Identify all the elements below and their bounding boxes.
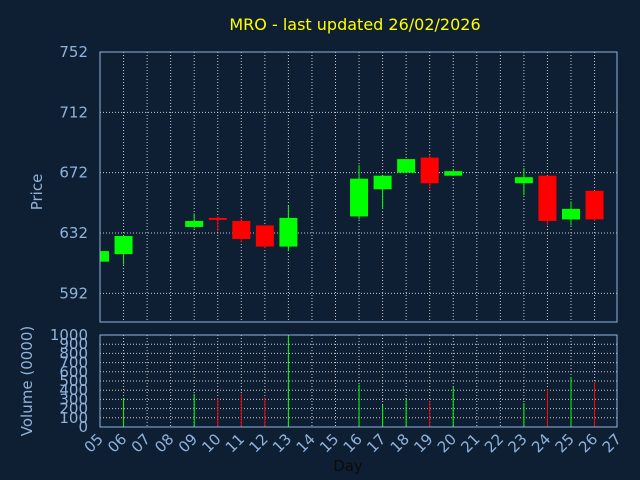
- candle-body: [420, 157, 439, 184]
- x-tick-label: 22: [481, 430, 507, 456]
- x-tick-label: 06: [104, 430, 130, 456]
- candle-26: [585, 190, 604, 221]
- candle-body: [514, 177, 533, 184]
- candle-05: [99, 251, 109, 264]
- candle-17: [373, 175, 392, 209]
- candle-body: [208, 217, 227, 220]
- candle-24: [538, 175, 557, 226]
- x-tick-label: 08: [151, 430, 177, 456]
- price-frame: [99, 51, 618, 323]
- x-tick-label: 18: [387, 430, 413, 456]
- x-axis-label: Day: [333, 457, 363, 475]
- x-tick-label: 07: [128, 430, 154, 456]
- volume-tick-label: 500: [59, 372, 88, 390]
- price-candles: [99, 154, 604, 265]
- volume-tick-label: 0: [78, 418, 88, 436]
- x-tick-label: 23: [504, 430, 530, 456]
- candle-23: [514, 168, 533, 196]
- x-tick-label: 11: [222, 430, 248, 456]
- candle-body: [585, 190, 604, 220]
- candle-25: [562, 201, 580, 226]
- x-tick-label: 25: [552, 430, 578, 456]
- candle-10: [208, 216, 227, 232]
- candle-body: [232, 220, 251, 240]
- x-tick-label: 17: [363, 430, 389, 456]
- candle-06: [114, 236, 133, 265]
- x-tick-label: 12: [245, 430, 271, 456]
- volume-axis-label: Volume (0000): [18, 326, 36, 436]
- price-tick-label: 592: [59, 284, 88, 302]
- price-tick-label: 672: [59, 164, 88, 182]
- x-axis-ticks: 0506070809101112131415161718192021222324…: [81, 430, 625, 456]
- candle-20: [444, 169, 463, 176]
- x-tick-label: 13: [269, 430, 295, 456]
- x-tick-label: 16: [340, 430, 366, 456]
- volume-tick-label: 800: [59, 344, 88, 362]
- candle-body: [538, 175, 557, 221]
- candle-body: [114, 236, 133, 255]
- price-tick-label: 712: [59, 103, 88, 121]
- chart-title: MRO - last updated 26/02/2026: [229, 15, 480, 34]
- x-tick-label: 20: [434, 430, 460, 456]
- candle-body: [255, 225, 274, 247]
- candle-body: [100, 251, 109, 262]
- candle-09: [185, 213, 204, 229]
- x-tick-label: 24: [528, 430, 554, 456]
- candle-16: [350, 165, 369, 220]
- volume-tick-label: 1000: [50, 326, 88, 344]
- price-y-ticks: 592 632 672 712 752: [59, 43, 88, 302]
- x-tick-label: 15: [316, 430, 342, 456]
- candle-body: [350, 178, 369, 217]
- volume-tick-label: 400: [59, 381, 88, 399]
- x-tick-label: 19: [410, 430, 436, 456]
- candle-18: [397, 159, 416, 173]
- x-tick-label: 26: [575, 430, 601, 456]
- candle-body: [397, 159, 416, 173]
- x-tick-label: 14: [293, 430, 319, 456]
- volume-tick-label: 200: [59, 400, 88, 418]
- price-panel: 592 632 672 712 752 Price: [28, 43, 618, 323]
- price-axis-label: Price: [28, 174, 46, 211]
- candle-body: [444, 171, 463, 176]
- volume-bars: [123, 335, 596, 427]
- candle-12: [255, 225, 274, 249]
- x-tick-label: 09: [175, 430, 201, 456]
- candle-body: [185, 220, 204, 227]
- x-tick-label: 27: [599, 430, 625, 456]
- volume-tick-label: 600: [59, 363, 88, 381]
- price-tick-label: 752: [59, 43, 88, 61]
- candle-13: [279, 205, 298, 252]
- candle-body: [373, 175, 392, 190]
- candle-body: [279, 217, 298, 247]
- volume-tick-label: 300: [59, 390, 88, 408]
- candle-body: [562, 208, 580, 220]
- price-tick-label: 632: [59, 224, 88, 242]
- volume-tick-label: 900: [59, 335, 88, 353]
- x-tick-label: 10: [198, 430, 224, 456]
- candle-19: [420, 154, 439, 190]
- volume-frame: [99, 334, 618, 428]
- volume-tick-label: 700: [59, 354, 88, 372]
- candle-11: [232, 217, 251, 243]
- volume-tick-label: 100: [59, 409, 88, 427]
- x-tick-label: 21: [457, 430, 483, 456]
